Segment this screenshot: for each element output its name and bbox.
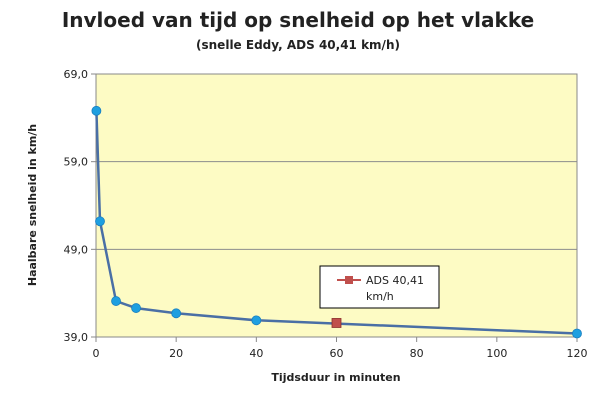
- x-tick-label: 20: [169, 347, 183, 360]
- x-tick-label: 60: [330, 347, 344, 360]
- legend-label-line2: km/h: [366, 290, 394, 303]
- y-tick-label: 59,0: [64, 156, 89, 169]
- chart-subtitle: (snelle Eddy, ADS 40,41 km/h): [196, 38, 400, 52]
- x-tick-label: 80: [410, 347, 424, 360]
- data-point: [91, 105, 102, 116]
- data-point: [95, 216, 105, 227]
- legend-label-line1: ADS 40,41: [366, 274, 424, 287]
- x-tick-label: 100: [486, 347, 507, 360]
- y-tick-label: 49,0: [64, 243, 89, 256]
- x-tick-label: 120: [567, 347, 588, 360]
- y-tick-label: 39,0: [64, 331, 89, 344]
- gridlines: [96, 161, 577, 250]
- data-point: [171, 308, 182, 319]
- y-axis-ticks: 39,0 49,0 59,0 69,0: [64, 68, 96, 344]
- y-axis-title: Haalbare snelheid in km/h: [26, 124, 39, 286]
- x-axis-ticks: 0 20 40 60 80 100 120: [93, 337, 588, 360]
- chart-title: Invloed van tijd op snelheid op het vlak…: [61, 8, 535, 32]
- ads-marker-group: [331, 318, 342, 328]
- x-tick-label: 40: [249, 347, 263, 360]
- series-points: [91, 105, 582, 339]
- ads-data-point: [331, 318, 342, 328]
- data-point: [251, 315, 262, 326]
- legend-box: [319, 265, 440, 309]
- x-axis-title: Tijdsduur in minuten: [271, 371, 400, 384]
- x-tick-label: 0: [93, 347, 100, 360]
- legend: ADS 40,41 km/h: [319, 265, 440, 309]
- data-point: [131, 303, 141, 313]
- legend-marker: [345, 276, 353, 284]
- y-tick-label: 69,0: [64, 68, 89, 81]
- data-point: [572, 328, 582, 339]
- data-point: [111, 296, 121, 306]
